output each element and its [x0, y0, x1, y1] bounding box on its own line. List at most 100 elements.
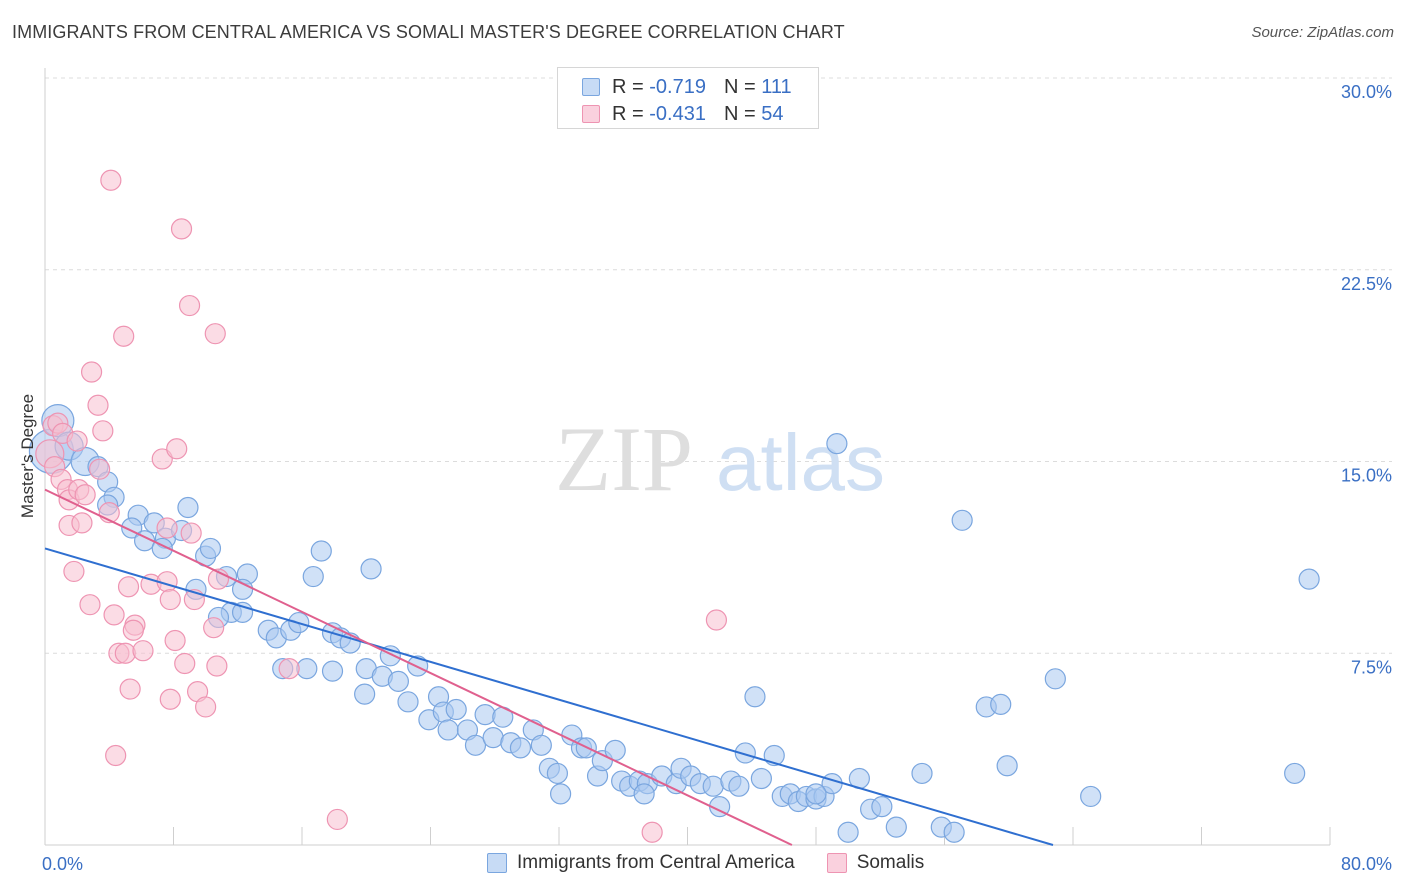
- n-value: 111: [761, 75, 792, 98]
- somalis-point-33: [156, 517, 178, 539]
- central-america-point-110: [1298, 568, 1320, 590]
- swatch-pink: [582, 105, 600, 123]
- central-america-point-56: [509, 737, 532, 759]
- source-credit: Source: ZipAtlas.com: [1251, 24, 1394, 41]
- central-america-point-42: [387, 670, 409, 692]
- n-label: N =: [723, 102, 756, 125]
- central-america-point-84: [750, 767, 772, 790]
- legend-item-somalis: Somalis: [826, 852, 925, 874]
- somalis-point-30: [132, 640, 154, 662]
- central-america-point-102: [943, 821, 965, 843]
- n-value: 54: [761, 102, 784, 125]
- stats-row-somalis: R = -0.431 N = 54: [582, 101, 783, 127]
- central-america-point-109: [1284, 762, 1306, 785]
- somalis-point-27: [119, 678, 141, 700]
- r-label: R =: [612, 75, 644, 98]
- somalis-point-38: [166, 438, 188, 460]
- y-tick-label-0: 7.5%: [1351, 657, 1392, 677]
- grid-layer: [45, 77, 1392, 654]
- y-tick-label-1: 15.0%: [1341, 466, 1392, 486]
- somalis-point-35: [159, 588, 181, 611]
- central-america-point-30: [310, 540, 332, 562]
- somalis-point-22: [105, 744, 127, 767]
- central-america-point-98: [871, 796, 893, 818]
- somalis-point-18: [92, 420, 114, 442]
- central-america-point-78: [702, 775, 724, 797]
- legend-swatch-pink: [826, 853, 847, 873]
- chart-title: IMMIGRANTS FROM CENTRAL AMERICA VS SOMAL…: [12, 22, 845, 42]
- series-somalis-points: [35, 169, 728, 843]
- stats-row-central-america: R = -0.719 N = 111: [582, 74, 792, 100]
- central-america-point-38: [360, 558, 382, 580]
- somalis-point-45: [195, 696, 217, 718]
- somalis-point-14: [79, 594, 101, 616]
- central-america-point-99: [885, 816, 907, 838]
- swatch-blue: [582, 78, 600, 96]
- x-tick-label-start: 0.0%: [42, 854, 83, 874]
- watermark-zip: ZIP: [555, 408, 693, 510]
- somalis-point-42: [180, 522, 202, 544]
- r-value: -0.431: [649, 102, 706, 125]
- somalis-point-12: [74, 484, 96, 506]
- trend-line-central-america: [44, 547, 1054, 846]
- somalis-point-24: [113, 325, 135, 347]
- central-america-point-29: [302, 565, 324, 588]
- somalis-point-37: [164, 629, 186, 652]
- central-america-point-17: [199, 537, 222, 560]
- somalis-point-13: [71, 512, 93, 534]
- somalis-point-17: [89, 458, 111, 480]
- x-tick-label-end: 80.0%: [1341, 854, 1392, 874]
- legend-swatch-blue: [487, 853, 507, 873]
- somalis-point-53: [705, 609, 728, 631]
- somalis-point-25: [114, 642, 136, 664]
- central-america-point-103: [951, 509, 973, 531]
- somalis-point-16: [87, 394, 109, 416]
- somalis-point-39: [170, 218, 193, 240]
- central-america-point-21: [231, 578, 254, 600]
- somalis-point-41: [178, 294, 201, 317]
- y-tick-label-2: 22.5%: [1341, 274, 1392, 294]
- somalis-point-48: [206, 655, 228, 677]
- r-label: R =: [612, 102, 644, 125]
- somalis-point-29: [122, 619, 144, 641]
- legend-item-central-america: Immigrants from Central America: [487, 852, 795, 874]
- stats-legend: R = -0.719 N = 111 R = -0.431 N = 54: [557, 67, 819, 129]
- central-america-point-53: [482, 727, 504, 749]
- central-america-point-32: [296, 657, 318, 680]
- central-america-point-39: [354, 683, 376, 705]
- somalis-point-32: [151, 448, 173, 470]
- central-america-point-81: [728, 775, 750, 797]
- n-label: N =: [723, 75, 756, 98]
- central-america-point-100: [911, 762, 933, 785]
- somalis-point-46: [204, 323, 226, 345]
- central-america-point-107: [1044, 668, 1066, 690]
- somalis-point-51: [326, 808, 348, 831]
- central-america-point-105: [990, 693, 1012, 715]
- central-america-point-58: [530, 734, 552, 756]
- legend-label: Somalis: [856, 852, 925, 873]
- central-america-point-49: [445, 698, 467, 721]
- somalis-point-36: [159, 688, 181, 710]
- series-legend: Immigrants from Central America Somalis: [487, 852, 956, 874]
- central-america-point-94: [805, 783, 827, 805]
- somalis-point-15: [80, 361, 103, 383]
- r-value: -0.719: [649, 75, 706, 98]
- somalis-point-21: [103, 604, 125, 626]
- central-america-point-82: [734, 742, 756, 764]
- y-axis-label: Master's Degree: [18, 393, 37, 519]
- somalis-point-26: [117, 576, 140, 598]
- central-america-point-61: [550, 783, 572, 805]
- tick-labels: 7.5% 15.0% 22.5% 30.0% 0.0% 80.0%: [42, 82, 1392, 874]
- central-america-point-60: [546, 762, 568, 785]
- central-america-point-93: [826, 433, 848, 455]
- watermark: ZIP atlas: [555, 408, 885, 510]
- trend-layer: [44, 488, 1054, 846]
- central-america-point-72: [633, 783, 655, 805]
- somalis-point-40: [174, 652, 196, 675]
- somalis-point-20: [100, 169, 122, 191]
- central-america-point-108: [1080, 785, 1102, 808]
- central-america-point-95: [837, 821, 859, 843]
- central-america-point-106: [996, 755, 1018, 777]
- central-america-point-83: [744, 686, 766, 708]
